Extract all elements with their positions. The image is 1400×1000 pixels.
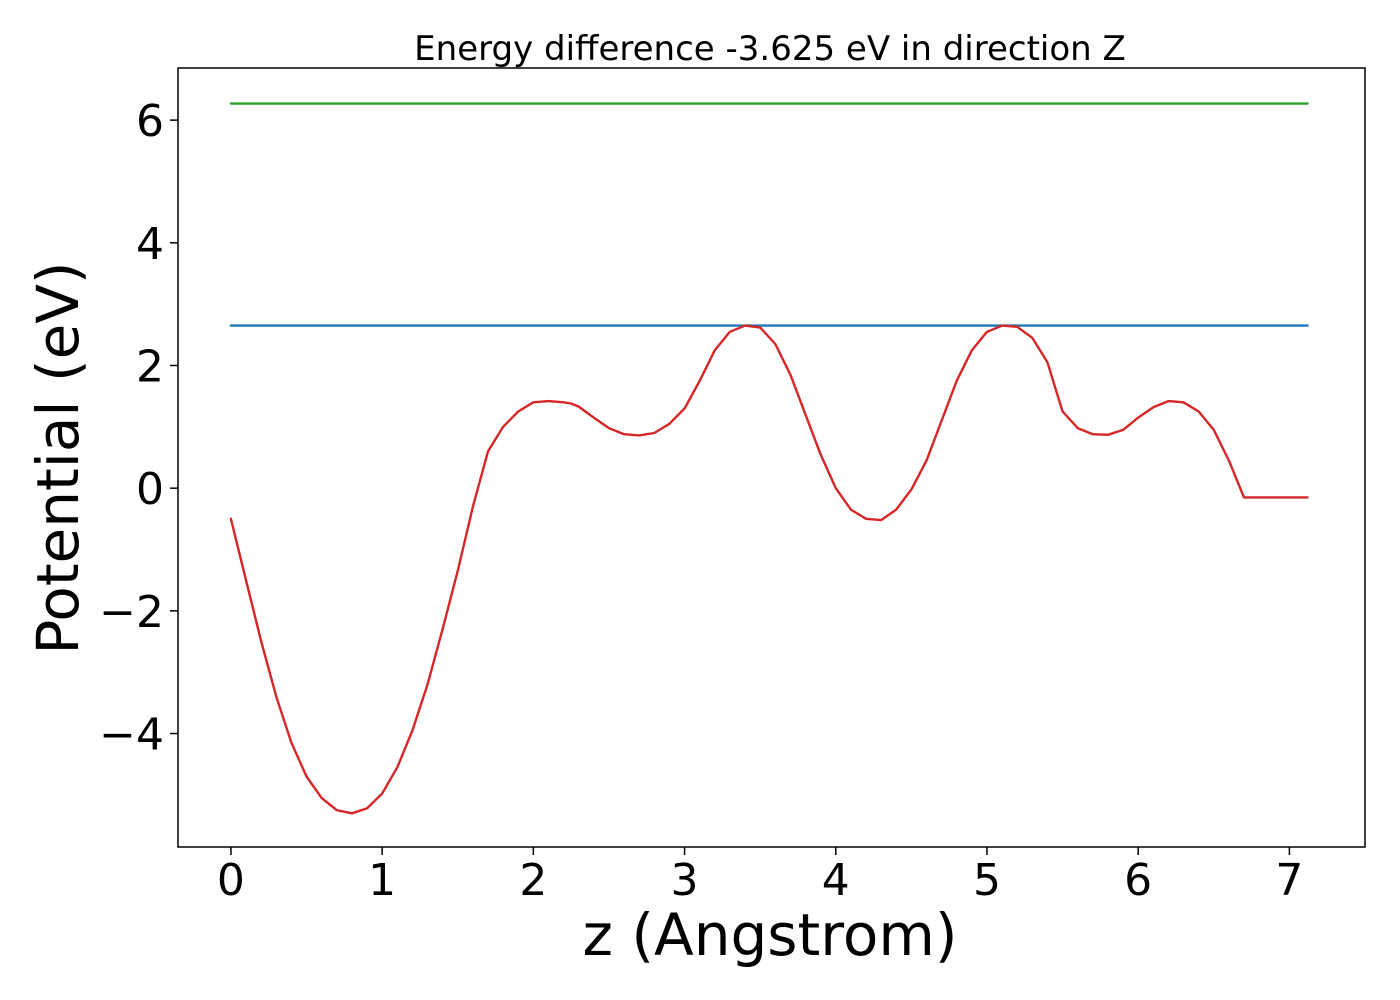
x-axis: 0 1 2 3 4 5 6 7 [217,847,1303,906]
x-tick-label: 5 [973,855,1001,906]
y-tick-label: 0 [136,464,164,515]
y-tick-label: 6 [136,96,164,147]
series-line-3 [229,324,1309,815]
x-tick-label: 3 [671,855,699,906]
plot-frame [177,67,1366,848]
y-axis: −4 −2 0 2 4 6 [99,96,178,761]
x-tick-label: 2 [519,855,547,906]
plot-area [177,67,1366,848]
x-tick-label: 1 [368,855,396,906]
x-tick-label: 0 [217,855,245,906]
y-tick-label: −4 [99,710,164,761]
x-tick-label: 6 [1124,855,1152,906]
series-layer [229,102,1309,815]
y-axis-label: Potential (eV) [24,261,92,654]
chart-title: Energy difference -3.625 eV in direction… [414,29,1126,69]
x-tick-label: 4 [822,855,850,906]
x-axis-label: z (Angstrom) [583,901,958,969]
y-tick-label: −2 [99,587,164,638]
y-tick-label: 4 [136,219,164,270]
y-tick-label: 2 [136,341,164,392]
x-tick-label: 7 [1275,855,1303,906]
